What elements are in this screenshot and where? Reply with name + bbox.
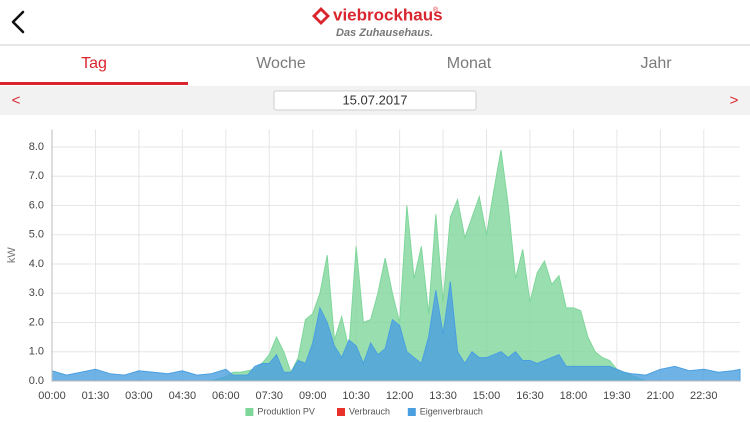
y-tick-label: 6.0 [29,199,44,211]
next-day[interactable]: > [730,92,739,109]
x-tick-label: 18:00 [560,390,588,402]
x-tick-label: 03:00 [125,390,153,402]
legend-label: Eigenverbrauch [420,406,483,416]
x-tick-label: 16:30 [516,390,544,402]
back-button[interactable] [11,10,25,34]
x-tick-label: 06:00 [212,390,240,402]
y-tick-label: 4.0 [29,258,44,270]
y-tick-label: 0.0 [29,375,44,387]
x-tick-label: 10:30 [342,390,370,402]
legend-swatch [245,408,254,416]
tab[interactable]: Woche [256,55,306,72]
y-tick-label: 1.0 [29,346,44,358]
x-tick-label: 21:00 [647,390,675,402]
registered: ® [433,6,439,14]
chart: 0.0 1.0 2.0 3.0 4.0 5.0 6.0 7.0 8.0 00:00 01:30 03:… [6,129,741,416]
x-tick-label: 13:30 [429,390,457,402]
tab[interactable]: Jahr [640,55,672,72]
legend-swatch [407,408,416,416]
brand: viebrockhaus [333,5,443,24]
x-tick-label: 12:00 [386,390,414,402]
tab[interactable]: Tag [81,55,107,72]
x-tick-label: 22:30 [690,390,718,402]
y-tick-label: 3.0 [29,287,44,299]
x-tick-label: 07:30 [255,390,283,402]
area [51,281,741,382]
area [52,149,740,382]
x-tick-label: 00:00 [38,390,66,402]
x-tick-label: 01:30 [82,390,110,402]
prev-day[interactable]: < [12,92,21,109]
legend-label: Verbrauch [349,406,390,416]
tab-indicator [0,82,188,85]
logo: viebrockhaus ® Das Zuhausehaus. [312,5,443,39]
y-tick-label: 2.0 [29,316,44,328]
date: 15.07.2017 [342,92,407,107]
y-tick-label: 5.0 [29,229,44,241]
date-picker[interactable] [273,90,477,111]
y-tick-label: 8.0 [29,141,44,153]
slogan: Das Zuhausehaus. [336,27,433,39]
x-tick-label: 09:00 [299,390,327,402]
y-tick-label: 7.0 [29,170,44,182]
legend-label: Produktion PV [257,406,315,416]
y-axis-label: kW [6,247,18,264]
x-tick-label: 04:30 [169,390,197,402]
tab[interactable]: Monat [447,55,492,72]
legend-swatch [337,408,345,416]
x-tick-label: 15:00 [473,390,501,402]
logo-icon [312,7,330,25]
x-tick-label: 19:30 [603,390,631,402]
